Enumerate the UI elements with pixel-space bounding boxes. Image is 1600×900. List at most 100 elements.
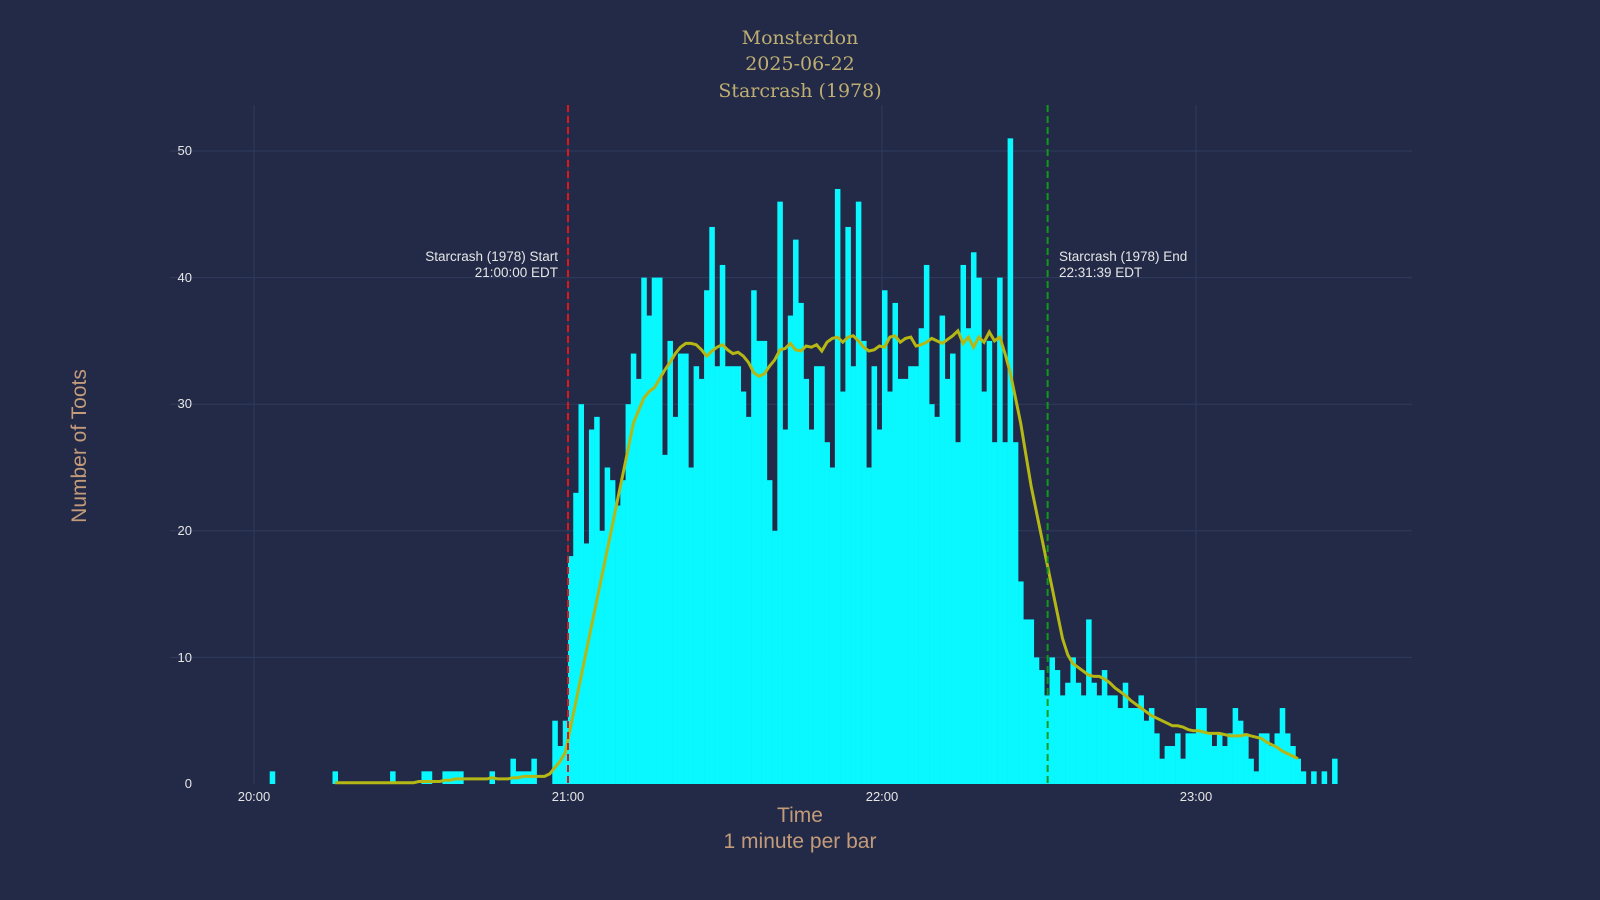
bar: [793, 239, 799, 784]
bar: [667, 340, 673, 784]
bar: [813, 366, 820, 784]
bar: [840, 391, 846, 784]
bar: [829, 467, 836, 784]
bar: [892, 302, 898, 784]
bar: [761, 340, 768, 784]
chart-title-line2: 2025-06-22: [745, 53, 855, 75]
y-axis-title: Number of Toots: [68, 369, 91, 523]
bar: [740, 391, 747, 784]
bar: [803, 378, 810, 784]
chart-title-line1: Monsterdon: [741, 27, 859, 49]
bar: [615, 505, 621, 784]
bar: [798, 302, 804, 784]
bar: [1201, 708, 1207, 784]
bar: [578, 404, 584, 784]
bar: [1133, 708, 1139, 784]
bar: [1169, 746, 1176, 784]
bar: [1258, 733, 1265, 784]
bar: [609, 480, 616, 784]
bar: [913, 366, 919, 784]
bar: [1290, 746, 1296, 784]
bar: [766, 480, 773, 784]
bar: [1269, 746, 1275, 784]
bar: [970, 252, 977, 784]
bar: [908, 366, 914, 784]
bar: [1059, 695, 1066, 784]
bar: [698, 378, 705, 784]
bar: [1007, 138, 1014, 785]
bar: [1211, 746, 1218, 784]
bar: [986, 340, 993, 784]
bar: [630, 353, 637, 784]
bar: [991, 442, 998, 784]
bar: [1033, 657, 1040, 784]
bar: [1243, 733, 1249, 784]
bar: [939, 315, 946, 784]
bar: [824, 442, 830, 784]
x-tick-2100: 21:00: [551, 789, 585, 804]
bar: [656, 277, 663, 784]
bar: [510, 758, 516, 784]
bar: [588, 429, 595, 784]
bar: [845, 226, 851, 784]
bar: [573, 492, 579, 784]
bar: [719, 264, 726, 784]
bar: [855, 201, 862, 784]
bar: [442, 771, 448, 784]
bar: [568, 556, 574, 784]
bar: [887, 391, 893, 784]
bar: [955, 442, 961, 784]
x-tick-2200: 22:00: [865, 789, 899, 804]
x-axis-subtitle: 1 minute per bar: [723, 830, 877, 853]
bar: [552, 720, 558, 784]
bar: [332, 771, 339, 784]
bar: [688, 467, 694, 784]
bar: [1274, 733, 1281, 784]
bar: [672, 416, 679, 784]
bar: [1138, 695, 1144, 784]
bar: [976, 277, 982, 784]
bar: [1190, 733, 1197, 784]
bar: [1107, 695, 1113, 784]
bar: [929, 404, 935, 784]
bar: [1154, 733, 1160, 784]
bar: [714, 366, 721, 784]
bar: [1175, 733, 1181, 784]
bar: [866, 467, 872, 784]
bar: [604, 467, 611, 784]
bar: [1300, 771, 1307, 784]
bar: [751, 290, 757, 784]
rolling-average-line: [335, 328, 1299, 785]
bar: [662, 454, 668, 784]
bar: [426, 771, 433, 784]
bar: [882, 290, 888, 784]
bar: [876, 429, 883, 784]
bar: [782, 429, 789, 784]
y-tick-10: 10: [177, 650, 192, 665]
bar: [1096, 695, 1103, 784]
bar: [1180, 758, 1186, 784]
bar: [1295, 758, 1301, 784]
bar: [1012, 442, 1019, 784]
bar: [787, 315, 794, 784]
bar: [871, 366, 878, 784]
bar: [447, 771, 454, 784]
bar: [1253, 771, 1260, 784]
y-tick-30: 30: [177, 396, 192, 411]
bar: [1117, 708, 1124, 784]
bar: [1284, 733, 1291, 784]
bar: [1248, 758, 1254, 784]
bar: [1143, 720, 1150, 784]
bar: [1279, 708, 1286, 784]
bar: [808, 429, 815, 784]
bar: [834, 188, 841, 785]
bar: [918, 328, 925, 784]
bar: [646, 315, 653, 784]
bar: [1206, 733, 1212, 784]
bar: [1122, 682, 1129, 784]
bar: [683, 353, 689, 784]
bar: [269, 771, 276, 784]
start-annotation-time: 21:00:00 EDT: [474, 265, 558, 280]
end-annotation-label: Starcrash (1978) End: [1059, 249, 1188, 264]
bar: [677, 353, 684, 784]
